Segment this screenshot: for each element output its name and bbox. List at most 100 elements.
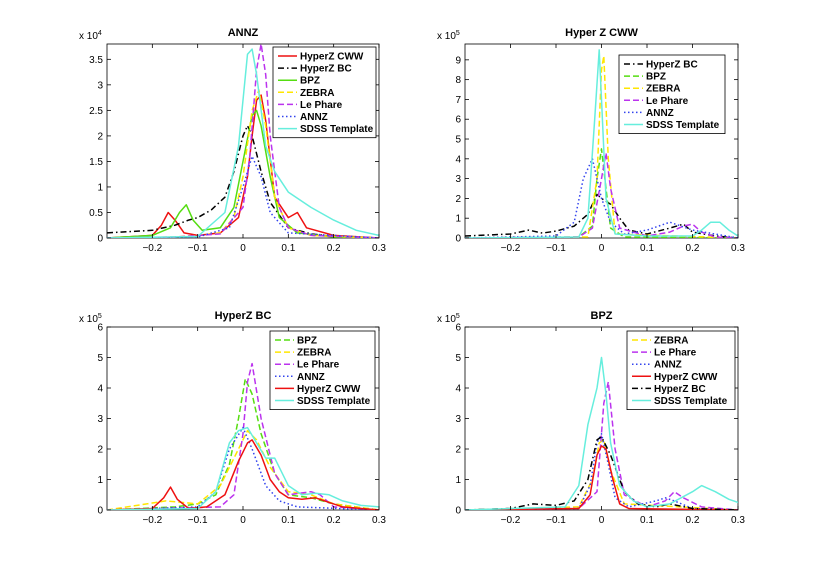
y-tick-label: 0 [455,234,461,245]
x-tick-label: 0.2 [686,243,700,254]
y-tick-label: 5 [455,135,461,146]
x-tick-label: 0.1 [640,243,654,254]
series-line-le-phare [465,152,738,238]
y-tick-label: 2 [97,131,103,142]
y-exponent-label: x 105 [437,30,460,42]
x-tick-label: 0 [240,243,246,254]
y-exponent-power: 5 [456,30,460,37]
y-tick-label: 2 [455,194,461,205]
legend-label-bpz: BPZ [300,76,320,87]
chart-title: ANNZ [228,27,259,39]
legend-label-le-phare: Le Phare [297,360,340,371]
x-tick-label: −0.1 [546,243,566,254]
y-tick-label: 3 [97,414,103,425]
y-exponent-power: 5 [98,313,102,320]
series-line-bpz [107,109,379,238]
legend-label-zebra: ZEBRA [654,336,688,347]
y-tick-label: 4 [455,384,461,395]
x-tick-label: 0.2 [327,515,341,526]
x-tick-label: −0.1 [546,515,566,526]
legend-label-hyperz-cww: HyperZ CWW [654,372,718,383]
y-tick-label: 2.5 [89,106,103,117]
legend-label-annz: ANNZ [297,372,325,383]
y-tick-label: 0 [455,506,461,517]
series-line-sdss-template [107,426,379,510]
legend-label-zebra: ZEBRA [297,348,331,359]
series-line-le-phare [107,44,379,238]
y-tick-label: 1 [455,475,461,486]
series-line-sdss-template [465,356,738,510]
legend-label-sdss-template: SDSS Template [646,120,720,131]
y-tick-label: 2 [97,445,103,456]
y-tick-label: 1.5 [89,157,103,168]
y-tick-label: 5 [97,353,103,364]
chart-title: HyperZ BC [215,310,272,322]
x-tick-label: 0.1 [281,515,295,526]
legend-label-zebra: ZEBRA [646,84,680,95]
series-line-hyperz-cww [465,445,738,510]
x-tick-label: −0.1 [188,243,208,254]
series-line-zebra [465,55,738,238]
chart-title: BPZ [591,310,613,322]
y-exponent-base: x 10 [437,314,456,325]
legend-label-sdss-template: SDSS Template [300,124,374,135]
series-line-zebra [107,429,379,510]
legend-label-hyperz-cww: HyperZ CWW [300,52,364,63]
y-exponent-label: x 105 [79,313,102,325]
series-line-sdss-template [465,49,738,238]
y-tick-label: 6 [455,115,461,126]
x-tick-label: 0.3 [731,243,745,254]
series-line-le-phare [107,362,379,510]
legend-label-sdss-template: SDSS Template [654,396,728,407]
y-tick-label: 3.5 [89,55,103,66]
legend-box [269,330,376,410]
series-line-le-phare [465,381,738,510]
x-tick-label: 0 [240,515,246,526]
legend-label-le-phare: Le Phare [654,348,697,359]
y-exponent-power: 5 [456,313,460,320]
legend-label-annz: ANNZ [646,108,674,119]
x-tick-label: −0.2 [142,243,162,254]
y-tick-label: 9 [455,55,461,66]
y-tick-label: 7 [455,95,461,106]
x-tick-label: 0.2 [327,243,341,254]
y-tick-label: 3 [455,414,461,425]
legend-label-sdss-template: SDSS Template [297,396,371,407]
legend-box [626,330,736,410]
legend-label-annz: ANNZ [300,112,328,123]
y-exponent-power: 4 [98,30,102,37]
x-tick-label: 0.1 [281,243,295,254]
y-tick-label: 0.5 [89,208,103,219]
x-tick-label: 0.1 [640,515,654,526]
y-tick-label: 0 [97,234,103,245]
legend-label-le-phare: Le Phare [300,100,343,111]
y-tick-label: 3 [97,80,103,91]
series-line-annz [107,155,379,238]
x-tick-label: 0 [599,515,605,526]
y-exponent-base: x 10 [437,31,456,42]
legend-label-hyperz-cww: HyperZ CWW [297,384,361,395]
y-tick-label: 0 [97,506,103,517]
legend-label-le-phare: Le Phare [646,96,689,107]
x-tick-label: −0.2 [142,515,162,526]
y-tick-label: 3 [455,174,461,185]
x-tick-label: 0 [599,243,605,254]
y-tick-label: 4 [455,154,461,165]
series-line-hyperz-bc [107,124,379,238]
subplot-annz: −0.2 −0.1 0 0.1 0.2 0.3 0 0.5 1 1.5 2 2.5 3 3.5 x 104 A… [79,27,386,254]
legend-label-annz: ANNZ [654,360,682,371]
y-exponent-label: x 104 [79,30,102,42]
y-tick-label: 4 [97,384,103,395]
series-line-annz [107,426,379,510]
y-tick-label: 8 [455,75,461,86]
x-tick-label: 0.3 [372,243,386,254]
legend-label-hyperz-bc: HyperZ BC [654,384,706,395]
x-tick-label: 0.2 [686,515,700,526]
legend-label-bpz: BPZ [646,72,666,83]
